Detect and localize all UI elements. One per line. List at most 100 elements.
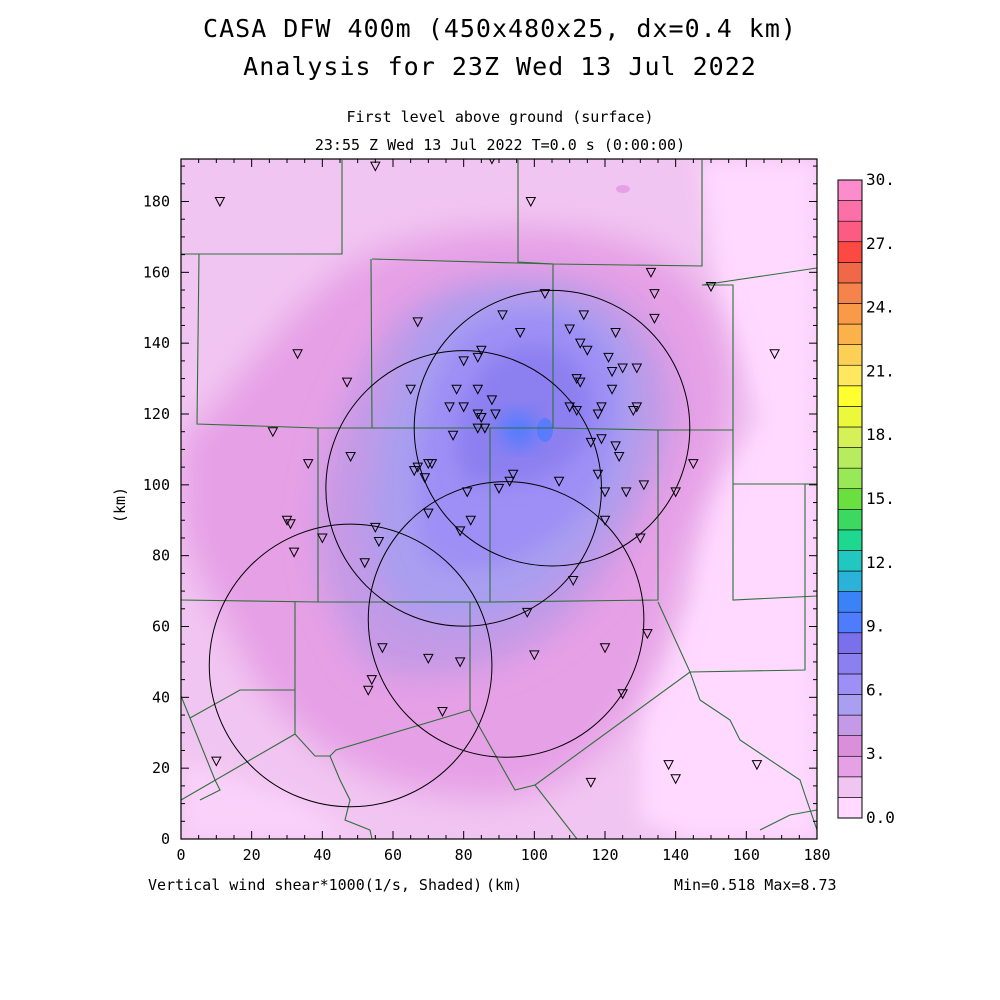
station-marker xyxy=(613,452,625,463)
station-marker xyxy=(454,657,466,668)
station-marker xyxy=(592,469,604,480)
variable-label: Vertical wind shear*1000(1/s, Shaded) xyxy=(148,876,483,894)
station-marker xyxy=(370,522,381,533)
station-marker xyxy=(539,289,551,300)
station-marker xyxy=(642,629,653,640)
colorbar-swatch xyxy=(837,694,863,716)
station-marker xyxy=(631,363,643,374)
station-marker xyxy=(405,384,416,395)
colorbar-swatch xyxy=(837,632,863,654)
station-marker xyxy=(373,537,385,548)
colorbar-swatch xyxy=(837,447,863,469)
x-tick-label: 140 xyxy=(662,846,689,864)
x-tick-label: 20 xyxy=(243,846,261,864)
station-marker xyxy=(362,685,374,696)
station-marker xyxy=(705,282,717,293)
station-marker xyxy=(507,469,519,480)
radar-ring-1 xyxy=(413,289,691,567)
colorbar-swatch xyxy=(837,426,863,448)
station-marker xyxy=(214,197,226,208)
colorbar-swatch xyxy=(837,303,863,325)
county-boundaries xyxy=(181,160,817,839)
colorbar-frame xyxy=(837,179,863,819)
y-tick-label: 160 xyxy=(143,263,170,281)
y-tick-label: 180 xyxy=(143,193,170,211)
station-marker xyxy=(606,367,618,378)
x-tick-label: 80 xyxy=(455,846,473,864)
station-marker xyxy=(377,643,388,654)
station-marker xyxy=(211,756,222,767)
station-marker xyxy=(663,760,674,771)
station-marker xyxy=(476,413,487,424)
station-marker xyxy=(458,356,469,367)
station-marker xyxy=(525,197,537,208)
station-marker xyxy=(610,328,621,339)
station-marker xyxy=(461,487,473,498)
x-axis-unit-label: (km) xyxy=(486,876,523,894)
station-marker xyxy=(564,324,575,335)
station-marker xyxy=(599,515,611,526)
y-axis-label: (km) xyxy=(111,486,130,524)
level-label: First level above ground (surface) xyxy=(346,108,654,126)
colorbar-swatch xyxy=(837,673,863,695)
station-marker xyxy=(617,363,628,374)
station-marker xyxy=(292,349,303,360)
station-marker xyxy=(596,402,607,413)
station-marker xyxy=(493,483,505,494)
station-marker xyxy=(620,487,632,498)
station-marker xyxy=(447,430,459,441)
station-marker xyxy=(606,384,618,395)
station-marker xyxy=(426,459,438,470)
station-marker xyxy=(437,707,448,718)
station-marker xyxy=(465,515,477,526)
y-axis: 0 20 40 60 80 100 120 140 160 180 xyxy=(143,165,817,848)
station-marker xyxy=(458,402,469,413)
station-marker xyxy=(567,575,579,587)
station-marker xyxy=(486,395,498,406)
station-marker xyxy=(408,466,420,477)
colorbar-label: 24. xyxy=(866,298,895,317)
station-markers xyxy=(211,159,780,788)
colorbar-swatch xyxy=(837,529,863,551)
station-marker xyxy=(288,547,300,558)
station-marker xyxy=(596,434,607,445)
station-marker xyxy=(419,473,431,484)
colorbar-label: 6. xyxy=(866,680,885,699)
station-marker xyxy=(451,384,462,395)
station-marker xyxy=(423,508,434,519)
colorbar-swatch xyxy=(837,755,863,778)
x-tick-label: 40 xyxy=(313,846,331,864)
station-marker xyxy=(479,423,491,434)
station-marker xyxy=(603,352,614,363)
station-marker xyxy=(317,533,328,544)
station-marker xyxy=(571,405,583,417)
station-marker xyxy=(497,310,508,321)
colorbar-label: 27. xyxy=(866,234,895,253)
colorbar-swatch xyxy=(837,241,863,263)
station-marker xyxy=(574,377,586,388)
station-marker xyxy=(514,328,526,339)
x-tick-label: 0 xyxy=(176,846,185,864)
colorbar-swatch xyxy=(837,550,863,572)
station-marker xyxy=(412,317,424,328)
station-marker xyxy=(553,476,565,487)
x-tick-label: 100 xyxy=(521,846,548,864)
station-marker xyxy=(454,526,466,537)
colorbar-swatch xyxy=(837,406,863,428)
colorbar-swatch xyxy=(837,323,863,345)
y-tick-label: 60 xyxy=(152,618,170,636)
station-marker xyxy=(627,405,639,417)
radar-range-rings xyxy=(208,289,691,808)
station-marker xyxy=(670,774,681,785)
colorbar: 0.0 3. 6. 9. 12. 15. 18. 21. 24. 27. 30. xyxy=(837,170,895,827)
colorbar-swatch xyxy=(837,797,863,819)
colorbar-swatch xyxy=(837,467,863,490)
station-marker xyxy=(366,675,378,686)
radar-ring-4 xyxy=(208,523,493,808)
station-marker xyxy=(412,462,424,473)
station-marker xyxy=(571,374,583,385)
colorbar-swatch xyxy=(837,179,863,201)
station-marker xyxy=(574,338,586,349)
colorbar-swatch xyxy=(837,735,863,757)
